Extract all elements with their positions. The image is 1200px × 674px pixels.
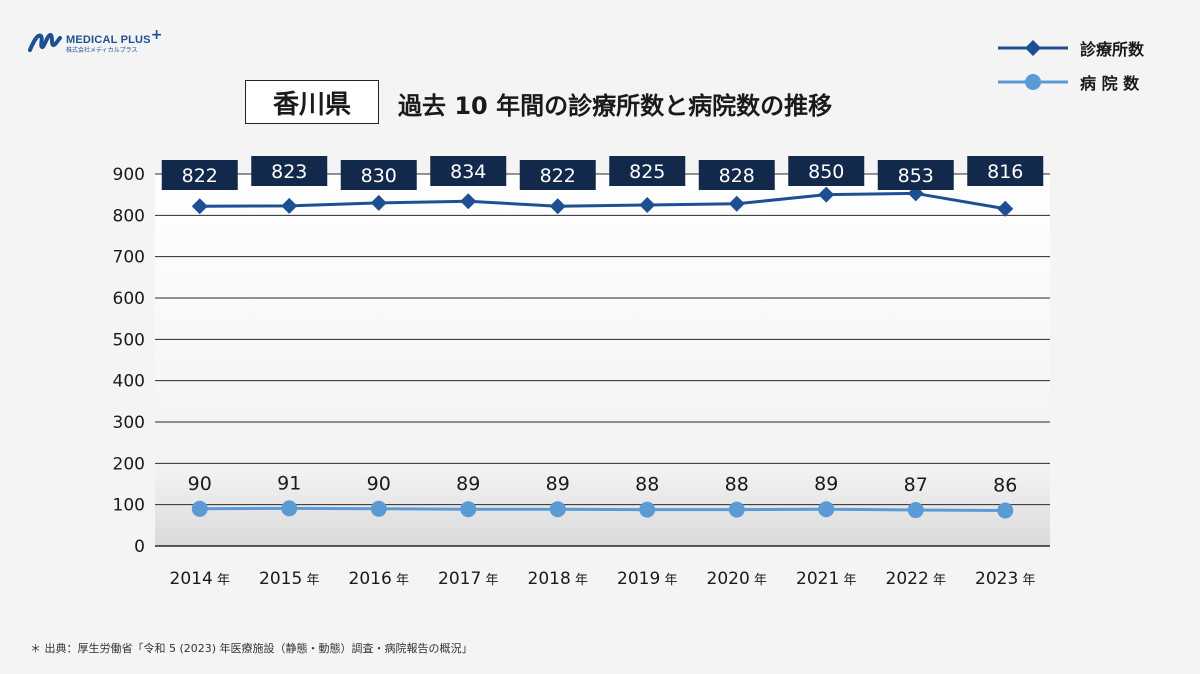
prefecture-label: 香川県: [245, 80, 379, 124]
clinics-label-box: [967, 156, 1044, 186]
clinics-point: [191, 198, 208, 215]
y-tick-label: 900: [113, 165, 145, 185]
clinics-point: [370, 194, 387, 211]
clinics-data-label: 828: [719, 165, 755, 187]
legend-item-clinics: 診療所数: [998, 38, 1145, 59]
hospitals-data-label: 86: [993, 474, 1017, 496]
clinics-data-label: 823: [271, 161, 307, 183]
logo-subtitle: 株式会社メディカルプラス: [66, 47, 138, 54]
logo-name: MEDICAL PLUS: [66, 34, 151, 46]
legend-clinics-marker-icon: [998, 40, 1068, 56]
hospitals-data-label: 88: [635, 474, 659, 496]
clinics-data-label: 825: [629, 161, 665, 183]
clinics-label-box: [788, 156, 865, 186]
clinics-label-box: [519, 160, 596, 190]
clinics-series-line: [199, 191, 1006, 211]
logo: MEDICAL PLUS+ 株式会社メディカルプラス: [28, 27, 163, 54]
x-tick-label: 2023 年: [975, 569, 1035, 589]
plot-area: [155, 174, 1050, 546]
clinics-point: [997, 200, 1014, 217]
hospitals-point: [818, 501, 835, 518]
hospitals-point: [997, 502, 1014, 519]
y-tick-label: 800: [113, 206, 145, 226]
hospitals-data-label: 91: [277, 472, 301, 494]
hospitals-series-line: [199, 506, 1006, 512]
legend-hospitals-marker-icon: [998, 74, 1068, 90]
hospitals-data-label: 89: [814, 473, 838, 495]
clinics-label-box: [430, 156, 507, 186]
clinics-point: [460, 193, 477, 210]
clinics-point: [728, 195, 745, 212]
hospitals-data-label: 89: [546, 473, 570, 495]
y-tick-label: 500: [113, 330, 145, 350]
chart-title: 過去 10 年間の診療所数と病院数の推移: [398, 92, 833, 120]
x-tick-label: 2018 年: [528, 569, 588, 589]
clinics-data-label: 822: [540, 165, 576, 187]
clinics-data-label: 816: [987, 161, 1023, 183]
clinics-label-box: [877, 160, 954, 190]
clinics-data-label: 850: [808, 161, 844, 183]
hospitals-data-label: 87: [904, 474, 928, 496]
source-note: ＊ 出典：厚生労働省「令和 5 (2023) 年医療施設（静態・動態）調査・病院…: [30, 642, 473, 655]
x-tick-label: 2015 年: [259, 569, 319, 589]
x-tick-label: 2022 年: [886, 569, 946, 589]
clinics-data-label: 822: [182, 165, 218, 187]
legend-clinics-label: 診療所数: [1080, 40, 1145, 59]
x-tick-label: 2019 年: [617, 569, 677, 589]
x-tick-label: 2014 年: [170, 569, 230, 589]
hospitals-point: [639, 501, 656, 518]
hospitals-point: [728, 501, 745, 518]
hospitals-point: [907, 502, 924, 519]
clinics-label-box: [609, 156, 686, 186]
x-tick-label: 2020 年: [707, 569, 767, 589]
y-tick-label: 600: [113, 289, 145, 309]
clinics-label-box: [698, 160, 775, 190]
clinics-data-label: 830: [361, 165, 397, 187]
logo-mark-icon: [28, 33, 62, 52]
hospitals-point: [281, 500, 298, 517]
legend: 診療所数 病 院 数: [998, 38, 1144, 106]
x-tick-label: 2016 年: [349, 569, 409, 589]
clinics-label-box: [340, 160, 417, 190]
hospitals-data-label: 89: [456, 473, 480, 495]
hospitals-point: [460, 501, 477, 518]
y-tick-label: 0: [134, 537, 145, 557]
hospitals-point: [191, 500, 208, 517]
x-tick-label: 2021 年: [796, 569, 856, 589]
clinics-data-label: 853: [898, 165, 934, 187]
clinics-label-box: [161, 160, 238, 190]
hospitals-data-label: 88: [725, 474, 749, 496]
y-tick-label: 200: [113, 454, 145, 474]
y-tick-label: 300: [113, 413, 145, 433]
hospitals-data-label: 90: [188, 473, 212, 495]
hospitals-point: [370, 500, 387, 517]
clinics-point: [549, 198, 566, 215]
clinics-point: [639, 197, 656, 213]
y-tick-label: 400: [113, 372, 145, 392]
x-tick-label: 2017 年: [438, 569, 498, 589]
legend-hospitals-label: 病 院 数: [1080, 74, 1140, 93]
clinics-point: [281, 197, 298, 214]
hospitals-data-label: 90: [367, 473, 391, 495]
clinics-label-box: [251, 156, 328, 186]
y-tick-label: 100: [113, 496, 145, 516]
y-tick-label: 700: [113, 248, 145, 268]
logo-plus: +: [150, 27, 163, 43]
clinics-point: [818, 186, 835, 203]
hospitals-point: [549, 501, 566, 518]
clinics-data-label: 834: [450, 161, 486, 183]
legend-item-hospitals: 病 院 数: [998, 72, 1144, 93]
